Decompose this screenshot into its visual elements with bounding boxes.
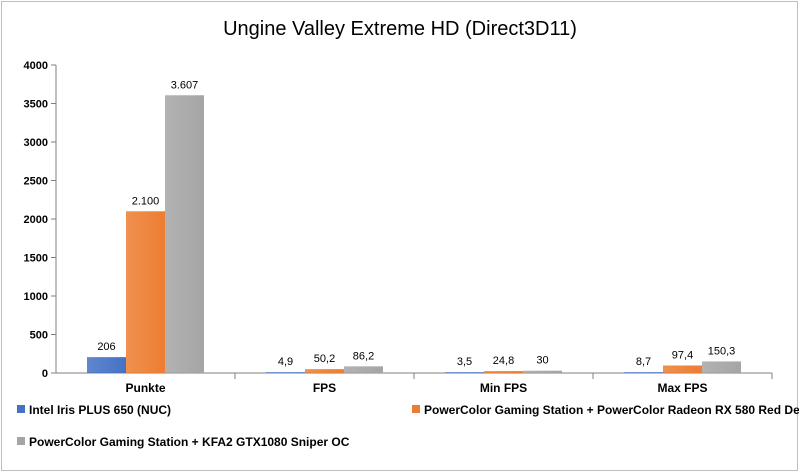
x-category-label: Max FPS <box>657 381 707 395</box>
y-tick-label: 3000 <box>24 137 48 149</box>
y-tick-label: 3500 <box>24 99 48 111</box>
bar <box>87 357 126 373</box>
x-category-label: Min FPS <box>480 381 527 395</box>
y-tick-label: 0 <box>42 368 48 380</box>
data-label: 97,4 <box>672 350 693 362</box>
legend-swatch <box>17 405 25 413</box>
data-label: 3,5 <box>457 356 472 368</box>
x-category-label: Punkte <box>125 381 165 395</box>
bar <box>344 366 383 373</box>
bar <box>624 372 663 373</box>
y-tick-label: 2000 <box>24 214 48 226</box>
bar <box>523 370 562 373</box>
x-category-label: FPS <box>313 381 336 395</box>
legend-swatch <box>17 437 25 445</box>
legend-swatch <box>412 405 420 413</box>
data-label: 86,2 <box>353 350 374 362</box>
data-label: 206 <box>97 341 115 353</box>
y-tick-label: 1000 <box>24 291 48 303</box>
bar <box>663 365 702 373</box>
y-tick-label: 500 <box>30 330 48 342</box>
data-label: 8,7 <box>636 356 651 368</box>
data-label: 50,2 <box>314 353 335 365</box>
bar <box>126 211 165 373</box>
y-tick-label: 4000 <box>24 60 48 72</box>
data-label: 30 <box>536 355 548 367</box>
data-label: 3.607 <box>171 79 199 91</box>
chart-axes: 0 500 1000 1500 2000 2500 3000 3500 4000 Punkte FP… <box>24 60 773 395</box>
bar <box>165 95 204 374</box>
bar <box>702 361 741 373</box>
bar <box>305 369 344 373</box>
bar <box>445 372 484 373</box>
data-label: 150,3 <box>708 345 736 357</box>
data-label: 2.100 <box>132 195 160 207</box>
chart-legend: Intel Iris PLUS 650 (NUC) PowerColor Gami… <box>17 403 799 449</box>
bar <box>484 371 523 373</box>
bar <box>266 372 305 373</box>
data-label: 24,8 <box>493 355 514 367</box>
legend-label: Intel Iris PLUS 650 (NUC) <box>29 403 171 417</box>
data-label: 4,9 <box>278 356 293 368</box>
legend-label: PowerColor Gaming Station + PowerColor R… <box>424 403 799 417</box>
legend-label: PowerColor Gaming Station + KFA2 GTX1080… <box>29 435 350 449</box>
y-tick-label: 2500 <box>24 176 48 188</box>
y-tick-label: 1500 <box>24 253 48 265</box>
chart-title: Ungine Valley Extreme HD (Direct3D11) <box>223 18 577 40</box>
chart-bars: 206 2.100 3.607 4,9 50,2 86,2 3,5 24,8 30 8,7 97,4… <box>87 79 741 374</box>
